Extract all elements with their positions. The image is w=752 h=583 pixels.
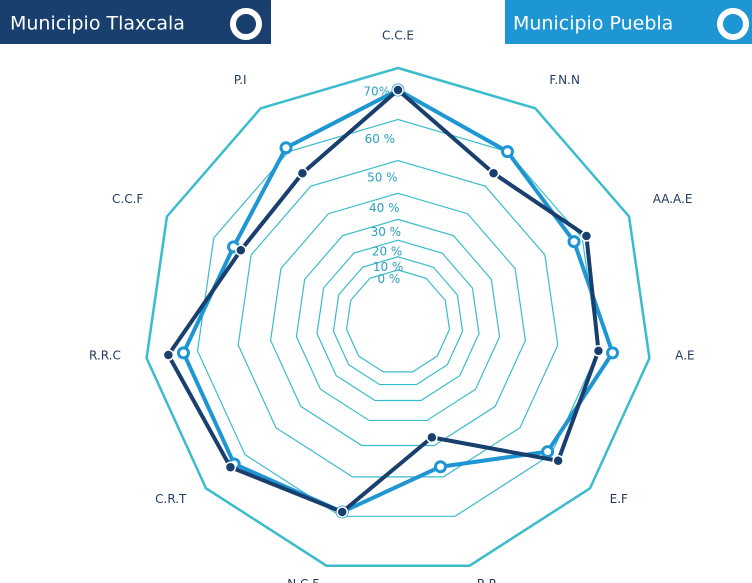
legend-label: Municipio Puebla [513,13,673,35]
grid-ring [145,66,651,567]
tick-label: 60 % [365,132,396,146]
tick-label: 40 % [369,201,400,215]
data-point [296,167,309,180]
data-point [592,345,605,357]
grid-ring [345,269,451,373]
data-point [552,455,564,467]
series-line [166,88,601,514]
grid-ring [269,192,527,447]
data-point [392,84,404,96]
data-point [336,506,348,518]
axis-label: A.E [675,348,694,362]
data-point [279,141,293,155]
data-point [426,431,438,444]
legend-icon [717,8,749,40]
axis-label: N.C.F [287,577,319,583]
data-point [176,346,190,360]
legend-box [505,0,752,44]
tick-label: 0 % [377,272,400,286]
tick-label: 70% [363,84,390,98]
data-point [567,235,581,249]
grid-ring [316,239,480,402]
tick-label: 10 % [373,260,404,274]
tick-label: 50 % [367,170,398,184]
tick-label: 30 % [371,225,402,239]
axis-label: P.I [234,73,247,87]
grid-ring [237,159,559,478]
axis-label: C.R.T [155,492,187,506]
data-point [487,167,500,180]
legend-box [0,0,271,44]
data-point [606,346,620,360]
axis-label: F.N.N [549,73,580,87]
legend-icon [230,8,262,40]
axis-label: AA.A.E [653,192,693,206]
axis-label: R.P [477,577,496,583]
data-point [224,461,237,473]
axis-label: R.R.C [89,348,121,362]
data-point [580,230,593,242]
grid-ring [295,218,501,422]
series-line [181,88,615,514]
tick-label: 20 % [372,244,403,258]
axis-label: E.F [610,492,628,506]
data-point [433,460,447,474]
axis-label: C.C.E [382,29,414,43]
data-point [162,349,175,361]
grid-ring [332,256,464,386]
data-point [235,244,247,256]
legend-label: Municipio Tlaxcala [10,13,185,35]
data-point [500,145,514,159]
data-point [541,445,555,459]
axis-label: C.C.F [112,192,143,206]
